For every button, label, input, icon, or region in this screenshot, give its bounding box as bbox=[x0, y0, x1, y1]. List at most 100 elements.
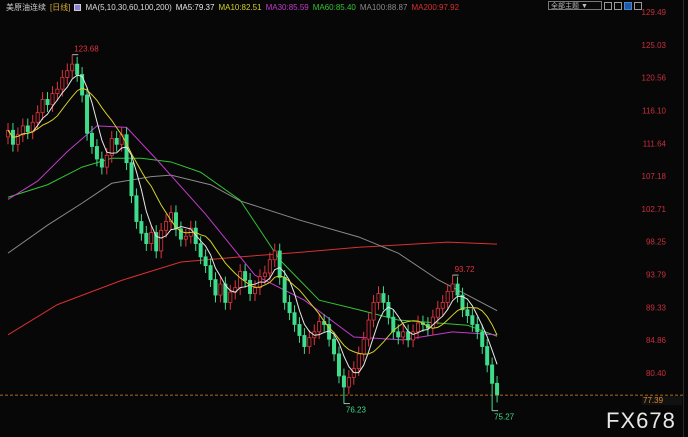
candle-body bbox=[292, 312, 297, 325]
candle bbox=[485, 339, 490, 373]
candle bbox=[139, 214, 144, 241]
candle-body bbox=[65, 70, 70, 78]
crosshair-button[interactable] bbox=[604, 1, 612, 10]
candle-body bbox=[228, 291, 233, 303]
candle-body bbox=[243, 271, 248, 281]
candle bbox=[282, 270, 287, 310]
candle bbox=[346, 370, 351, 395]
candle bbox=[228, 284, 233, 310]
candle bbox=[341, 368, 346, 404]
period-label[interactable]: [日线] bbox=[50, 3, 71, 12]
candle bbox=[317, 314, 322, 340]
annotation-high: 93.72 bbox=[455, 265, 476, 274]
toolbar: 全部主题 ▼ bbox=[548, 1, 642, 10]
ma-line-ma30 bbox=[7, 125, 498, 341]
candle bbox=[332, 331, 337, 362]
candle-body bbox=[139, 221, 144, 234]
y-tick-label: 102.71 bbox=[642, 205, 667, 214]
candle-body bbox=[440, 302, 445, 309]
y-tick-label: 125.03 bbox=[642, 41, 667, 50]
candle-body bbox=[85, 94, 90, 134]
candle bbox=[361, 331, 366, 362]
candle-body bbox=[80, 74, 85, 96]
current-price-box bbox=[642, 396, 682, 406]
candle-body bbox=[490, 364, 495, 384]
ma-line-ma60 bbox=[7, 157, 498, 337]
y-tick-label: 98.25 bbox=[646, 238, 667, 247]
candle bbox=[114, 131, 119, 152]
candle-body bbox=[198, 243, 203, 258]
annotation-low: 76.23 bbox=[346, 406, 367, 415]
candle bbox=[302, 328, 307, 354]
watermark: FX678 bbox=[606, 408, 676, 433]
candle bbox=[307, 330, 312, 354]
candle bbox=[129, 155, 134, 204]
candle-body bbox=[70, 63, 75, 72]
candle-body bbox=[465, 309, 470, 317]
candle-body bbox=[435, 307, 440, 318]
candle bbox=[65, 63, 70, 85]
candle bbox=[376, 286, 381, 310]
candle-body bbox=[336, 353, 341, 377]
candle-body bbox=[391, 316, 396, 333]
candle-body bbox=[114, 138, 119, 145]
y-tick-label: 120.56 bbox=[642, 74, 667, 83]
candle bbox=[401, 324, 406, 345]
candle-body bbox=[178, 228, 183, 240]
y-tick-label: 93.79 bbox=[646, 271, 667, 280]
candle bbox=[391, 309, 396, 340]
settings-button[interactable] bbox=[634, 1, 642, 10]
candle-body bbox=[396, 331, 401, 338]
candle-body bbox=[40, 99, 45, 114]
candle bbox=[272, 243, 277, 268]
candle-body bbox=[356, 353, 361, 369]
candle-body bbox=[89, 132, 94, 147]
candle bbox=[75, 56, 80, 82]
candle-body bbox=[416, 322, 421, 333]
candle bbox=[480, 324, 485, 354]
candle-body bbox=[401, 331, 406, 338]
current-price-label: 77.39 bbox=[643, 396, 664, 405]
candle-body bbox=[302, 335, 307, 347]
candle-body bbox=[282, 277, 287, 303]
candle bbox=[223, 276, 228, 310]
candle bbox=[430, 309, 435, 336]
candle bbox=[6, 122, 11, 145]
candle bbox=[183, 228, 188, 247]
candle bbox=[169, 205, 174, 229]
candle-body bbox=[124, 134, 129, 164]
ma-params: MA(5,10,30,60,100,200) bbox=[85, 3, 172, 12]
candle bbox=[124, 127, 129, 171]
candle-body bbox=[252, 287, 257, 294]
candle-body bbox=[376, 293, 381, 303]
candle bbox=[154, 225, 159, 259]
candle bbox=[262, 265, 267, 285]
panel-divider bbox=[683, 0, 684, 437]
theme-dropdown[interactable]: 全部主题 ▼ bbox=[548, 1, 602, 10]
candle-body bbox=[297, 324, 302, 336]
y-tick-label: 116.10 bbox=[642, 106, 666, 115]
indicator-settings-icon[interactable] bbox=[74, 4, 82, 11]
candle-body bbox=[445, 290, 450, 303]
candle bbox=[149, 225, 154, 251]
candle bbox=[475, 317, 480, 340]
ma60-value: MA60:85.40 bbox=[312, 3, 356, 12]
candle-body bbox=[164, 221, 169, 231]
candle bbox=[297, 317, 302, 343]
candle-body bbox=[183, 235, 188, 240]
candle bbox=[460, 287, 465, 318]
candle-body bbox=[134, 195, 139, 222]
candle-body bbox=[386, 302, 391, 318]
candle-body bbox=[25, 125, 30, 133]
candle-body bbox=[485, 346, 490, 366]
candle bbox=[243, 264, 248, 288]
candle-body bbox=[332, 338, 337, 355]
layout-button[interactable] bbox=[614, 1, 622, 10]
chart-mode-button[interactable] bbox=[624, 1, 632, 10]
candle-body bbox=[35, 112, 40, 123]
candle-body bbox=[144, 232, 149, 244]
candle-body bbox=[203, 256, 208, 267]
candle-body bbox=[50, 93, 55, 105]
candle-body bbox=[149, 232, 154, 244]
